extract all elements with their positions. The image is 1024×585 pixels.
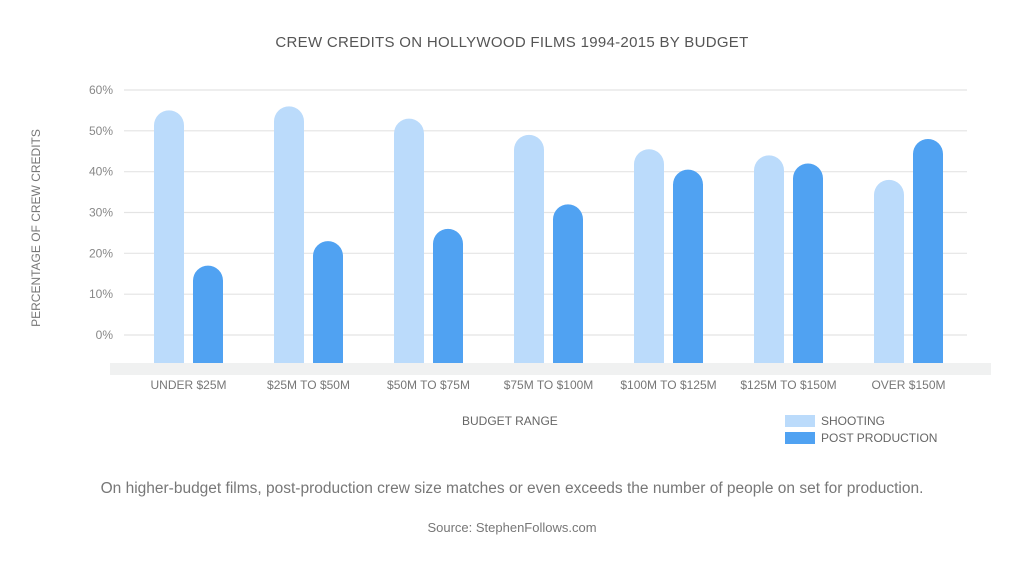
bar-shooting [754,155,784,363]
bar-shooting [634,149,664,363]
legend-label: SHOOTING [821,414,886,428]
x-axis-label: BUDGET RANGE [462,414,558,428]
y-tick-label: 50% [89,124,113,138]
bar-post-production [313,241,343,363]
y-tick-label: 10% [89,287,113,301]
caption: On higher-budget films, post-production … [100,480,924,497]
bar-shooting [874,179,904,363]
bar-post-production [673,169,703,363]
legend-item-post-production: POST PRODUCTION [785,431,937,445]
y-tick-label: 40% [89,165,113,179]
bar-post-production [793,163,823,363]
legend-swatch [785,415,815,427]
x-tick-label: $50M TO $75M [387,378,470,392]
bar-shooting [514,134,544,363]
legend-item-shooting: SHOOTING [785,414,885,428]
x-axis-band [110,363,991,375]
x-tick-label: $75M TO $100M [504,378,594,392]
y-axis-label: PERCENTAGE OF CREW CREDITS [29,129,43,327]
x-tick-label: UNDER $25M [150,378,226,392]
y-tick-label: 30% [89,206,113,220]
y-tick-label: 60% [89,83,113,97]
chart-title: CREW CREDITS ON HOLLYWOOD FILMS 1994-201… [275,34,749,51]
bar-post-production [913,139,943,363]
bar-post-production [433,228,463,363]
y-tick-label: 20% [89,246,113,260]
x-tick-label: $100M TO $125M [620,378,716,392]
bar-shooting [274,106,304,363]
bar-post-production [553,204,583,363]
bar-post-production [193,265,223,363]
legend-swatch [785,432,815,444]
bar-shooting [154,110,184,363]
x-tick-label: $125M TO $150M [740,378,836,392]
source-note: Source: StephenFollows.com [427,520,597,535]
x-tick-label: OVER $150M [871,378,945,392]
legend-label: POST PRODUCTION [821,431,938,445]
x-tick-label: $25M TO $50M [267,378,350,392]
bar-shooting [394,118,424,363]
y-tick-label: 0% [96,328,114,342]
